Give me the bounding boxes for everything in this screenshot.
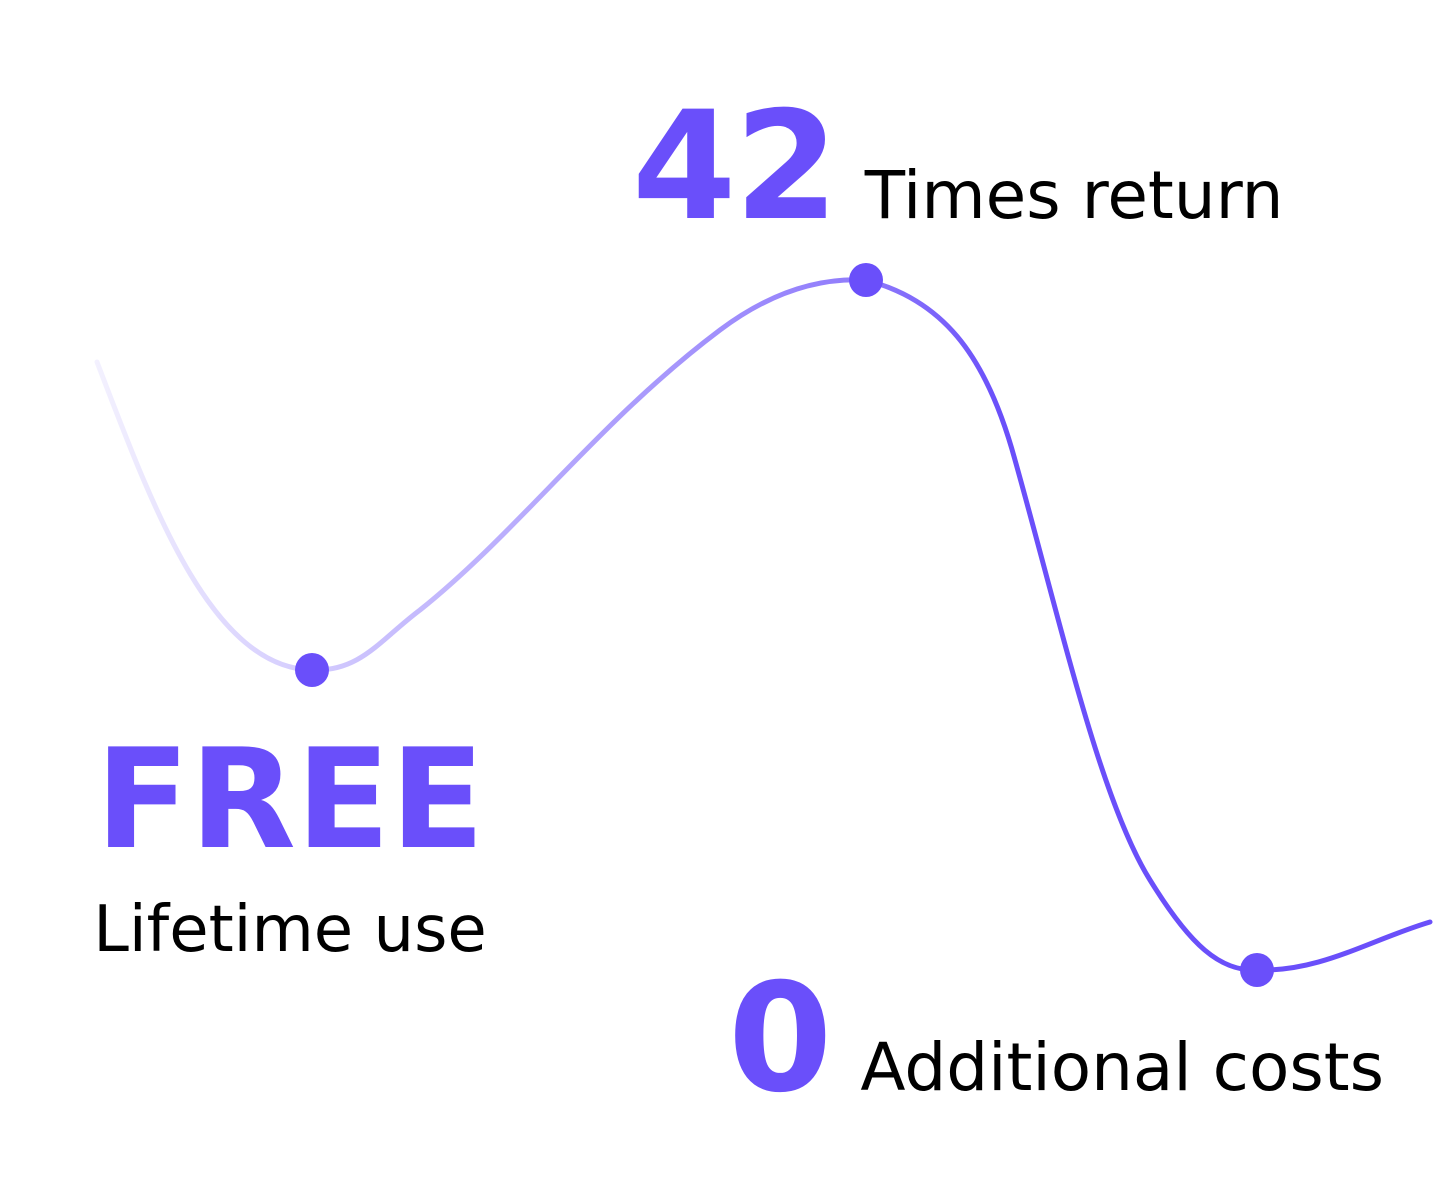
stat-additional-costs: 0 Additional costs (728, 964, 1384, 1114)
stat-value-costs: 0 (728, 952, 832, 1126)
curve-point-free (295, 653, 329, 687)
stat-value-return: 42 (632, 80, 839, 254)
stat-times-return: 42 Times return (632, 92, 1283, 242)
curve-point-return (849, 263, 883, 297)
stat-label-costs: Additional costs (860, 1029, 1384, 1106)
stat-lifetime-use: FREE Lifetime use (70, 730, 510, 970)
curve-point-costs (1240, 953, 1274, 987)
stat-value-free: FREE (95, 719, 485, 880)
stat-label-free: Lifetime use (93, 893, 487, 967)
stat-label-return: Times return (864, 157, 1284, 234)
